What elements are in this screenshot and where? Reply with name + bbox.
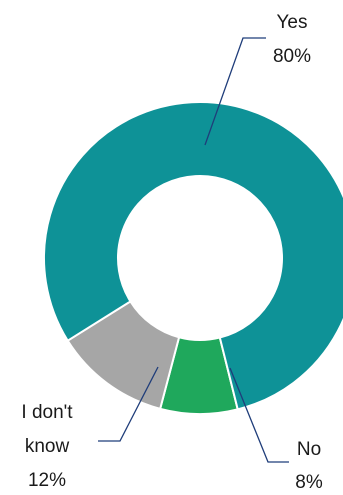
label-yes-percent: 80% — [273, 46, 311, 67]
leader-line-idk — [98, 366, 159, 442]
label-no: No 8% — [229, 367, 323, 493]
label-no-name: No — [297, 439, 321, 460]
label-idk-name-line2: know — [25, 436, 70, 457]
leader-line-yes — [204, 37, 266, 146]
label-idk: I don't know 12% — [21, 366, 159, 491]
slice-yes — [43, 101, 343, 411]
label-yes: Yes 80% — [204, 12, 311, 146]
label-idk-percent: 12% — [28, 470, 66, 491]
donut-slices — [43, 101, 343, 415]
label-no-percent: 8% — [295, 472, 323, 493]
label-idk-name-line1: I don't — [21, 402, 73, 423]
leader-line-no — [229, 367, 289, 463]
label-yes-name: Yes — [277, 12, 308, 33]
